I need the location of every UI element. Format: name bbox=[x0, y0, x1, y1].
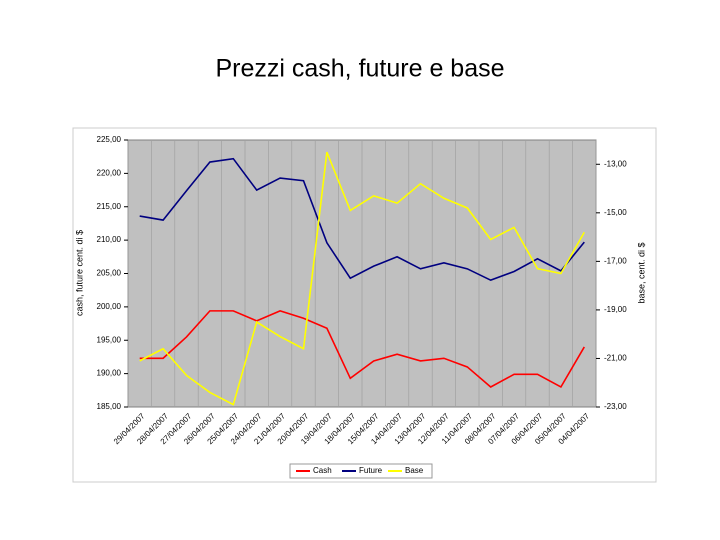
y-tick-label: 195,00 bbox=[97, 335, 122, 344]
y-tick-label: 200,00 bbox=[97, 302, 122, 311]
y2-tick-label: -15,00 bbox=[604, 208, 627, 217]
y-tick-label: 185,00 bbox=[97, 402, 122, 411]
y-tick-label: 220,00 bbox=[97, 168, 122, 177]
legend-label: Base bbox=[405, 466, 424, 475]
y-tick-label: 215,00 bbox=[97, 202, 122, 211]
y2-tick-label: -19,00 bbox=[604, 305, 627, 314]
legend-label: Future bbox=[359, 466, 383, 475]
y2-tick-label: -13,00 bbox=[604, 159, 627, 168]
y-tick-label: 190,00 bbox=[97, 369, 122, 378]
chart-title: Prezzi cash, future e base bbox=[215, 55, 504, 83]
y2-tick-label: -17,00 bbox=[604, 256, 627, 265]
y-tick-label: 205,00 bbox=[97, 269, 122, 278]
y-tick-label: 210,00 bbox=[97, 235, 122, 244]
series-line bbox=[139, 157, 585, 282]
legend-label: Cash bbox=[313, 466, 332, 475]
series-line bbox=[139, 310, 585, 389]
y2-tick-label: -23,00 bbox=[604, 402, 627, 411]
legend-box bbox=[289, 463, 433, 479]
y2-tick-label: -21,00 bbox=[604, 354, 627, 363]
y-tick-label: 225,00 bbox=[97, 135, 122, 144]
y-axis-title: cash, future cent. di $ bbox=[74, 230, 84, 316]
series-line bbox=[139, 151, 585, 406]
y2-axis-title: base, cent. di $ bbox=[636, 242, 646, 303]
